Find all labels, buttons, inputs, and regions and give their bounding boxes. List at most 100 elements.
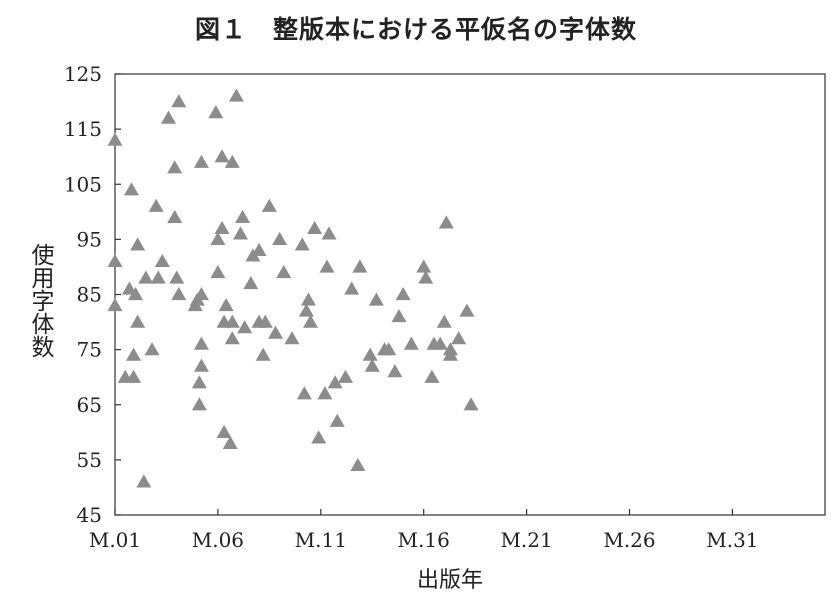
data-point-triangle [136, 474, 152, 488]
data-point-triangle [381, 342, 397, 356]
data-point-triangle [235, 209, 251, 223]
data-point-triangle [222, 435, 238, 449]
data-point-triangle [395, 287, 411, 301]
data-point-triangle [107, 132, 123, 146]
data-point-triangle [193, 336, 209, 350]
data-point-triangle [391, 309, 407, 323]
data-point-triangle [296, 386, 312, 400]
data-point-triangle [233, 226, 249, 240]
x-tick-label: M.01 [89, 528, 141, 552]
data-point-triangle [403, 336, 419, 350]
data-point-triangle [368, 292, 384, 306]
data-point-triangle [352, 259, 368, 273]
x-axis-ticks: M.01 M.06 M.11 M.16 M.21 M.26 M.31 [89, 509, 759, 552]
data-point-triangle [128, 287, 144, 301]
data-point-triangle [214, 220, 230, 234]
data-point-triangle [138, 270, 154, 284]
data-point-triangle [321, 226, 337, 240]
y-axis-label: 使用字体数 [27, 242, 53, 358]
data-point-triangle [148, 198, 164, 212]
data-point-triangle [243, 275, 259, 290]
data-point-triangle [169, 270, 185, 284]
data-point-triangle [416, 259, 432, 273]
data-point-triangle [210, 264, 226, 279]
data-point-triangle [123, 182, 139, 196]
data-point-triangle [224, 154, 240, 168]
data-point-triangle [126, 347, 142, 361]
data-point-triangle [193, 358, 209, 372]
data-point-triangle [210, 231, 226, 245]
data-point-triangle [307, 220, 323, 234]
data-point-triangle [167, 160, 183, 174]
data-point-triangle [451, 331, 467, 345]
data-point-triangle [272, 231, 288, 245]
x-axis-label: 出版年 [416, 568, 483, 593]
data-point-triangle [214, 149, 230, 163]
y-tick-label: 85 [77, 283, 102, 307]
data-point-triangle [257, 314, 273, 328]
data-point-triangle [191, 397, 207, 411]
data-points [107, 88, 479, 488]
data-point-triangle [442, 342, 458, 356]
x-tick-label: M.16 [398, 528, 450, 552]
y-tick-label: 75 [77, 338, 102, 362]
data-point-triangle [107, 298, 123, 312]
data-point-triangle [191, 375, 207, 389]
data-point-triangle [284, 331, 300, 345]
x-tick-label: M.11 [295, 528, 347, 552]
data-point-triangle [268, 325, 284, 339]
data-point-triangle [261, 198, 277, 212]
data-point-triangle [237, 320, 253, 334]
data-point-triangle [161, 110, 177, 124]
data-point-triangle [329, 413, 345, 427]
data-point-triangle [424, 369, 440, 383]
data-point-triangle [311, 430, 327, 444]
data-point-triangle [436, 314, 452, 328]
data-point-triangle [144, 342, 160, 356]
data-point-triangle [350, 457, 366, 472]
plot-frame [114, 73, 826, 516]
y-tick-label: 105 [64, 172, 102, 196]
y-tick-label: 95 [77, 227, 102, 251]
x-tick-label: M.26 [603, 528, 655, 552]
data-point-triangle [327, 375, 343, 389]
data-point-triangle [337, 369, 353, 383]
data-point-triangle [224, 314, 240, 328]
data-point-triangle [154, 253, 170, 268]
data-point-triangle [276, 264, 292, 279]
data-point-triangle [218, 298, 234, 312]
data-point-triangle [432, 336, 448, 350]
data-point-triangle [224, 331, 240, 345]
data-point-triangle [387, 364, 403, 378]
data-point-triangle [193, 287, 209, 301]
data-point-triangle [463, 397, 479, 411]
data-point-triangle [344, 281, 360, 295]
data-point-triangle [167, 209, 183, 223]
data-point-triangle [171, 287, 187, 301]
x-tick-label: M.21 [500, 528, 552, 552]
y-axis-ticks: 45 55 65 75 85 95 105 115 125 [64, 62, 121, 527]
data-point-triangle [150, 270, 166, 284]
data-point-triangle [364, 358, 380, 372]
y-tick-label: 115 [64, 117, 102, 141]
y-tick-label: 65 [77, 393, 102, 417]
y-tick-label: 125 [64, 62, 102, 86]
data-point-triangle [107, 253, 123, 268]
data-point-triangle [130, 237, 146, 251]
data-point-triangle [362, 347, 378, 361]
data-point-triangle [300, 292, 316, 306]
data-point-triangle [130, 314, 146, 328]
plot-axes [114, 73, 826, 516]
data-point-triangle [228, 88, 244, 102]
data-point-triangle [319, 259, 335, 273]
chart-title: 図１ 整版本における平仮名の字体数 [194, 15, 637, 44]
data-point-triangle [171, 94, 187, 108]
data-point-triangle [193, 154, 209, 168]
x-tick-label: M.06 [192, 528, 244, 552]
data-point-triangle [438, 215, 454, 229]
data-point-triangle [298, 303, 314, 317]
data-point-triangle [216, 424, 232, 438]
data-point-triangle [294, 237, 310, 251]
